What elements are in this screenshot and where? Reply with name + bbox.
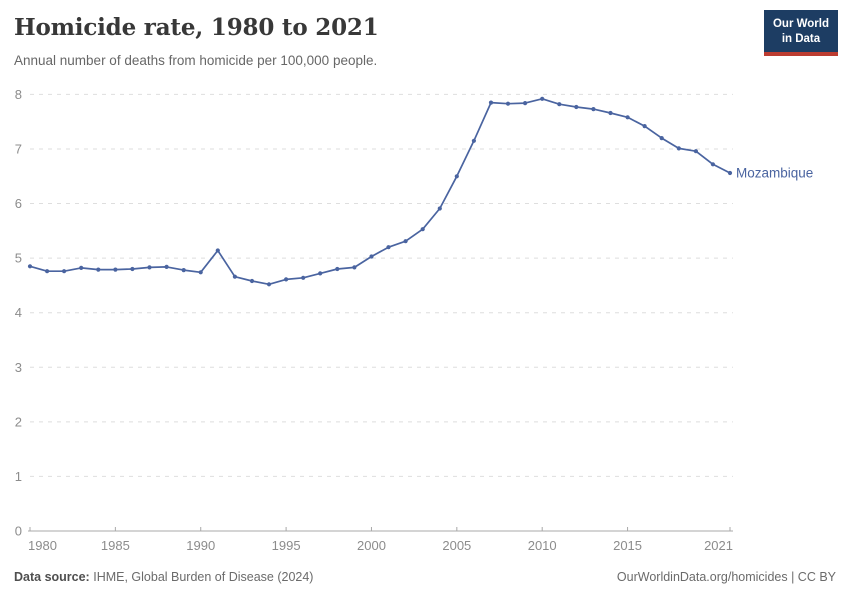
y-tick-label-1: 1 xyxy=(15,469,22,484)
y-tick-label-8: 8 xyxy=(15,87,22,102)
x-tick-label-2000: 2000 xyxy=(357,538,386,553)
x-tick-label-1985: 1985 xyxy=(101,538,130,553)
data-point-2017 xyxy=(659,136,664,141)
data-point-1996 xyxy=(301,275,306,280)
y-tick-label-0: 0 xyxy=(15,524,22,539)
y-tick-label-3: 3 xyxy=(15,360,22,375)
data-point-1995 xyxy=(284,277,289,282)
x-tick-label-1995: 1995 xyxy=(272,538,301,553)
data-point-2001 xyxy=(386,245,391,250)
data-point-1988 xyxy=(164,264,169,269)
data-source: Data source: IHME, Global Burden of Dise… xyxy=(14,570,313,584)
data-point-2011 xyxy=(557,102,562,107)
chart-subtitle: Annual number of deaths from homicide pe… xyxy=(14,53,378,68)
data-point-2021 xyxy=(727,170,733,176)
footer-link[interactable]: OurWorldinData.org/homicides | CC BY xyxy=(616,570,836,584)
data-point-2014 xyxy=(608,110,613,116)
owid-logo-line2: in Data xyxy=(781,32,821,45)
page-title: Homicide rate, 1980 to 2021 xyxy=(14,14,379,41)
data-point-2015 xyxy=(625,115,630,120)
y-tick-label-7: 7 xyxy=(15,141,22,156)
data-point-1982 xyxy=(62,269,67,274)
entity-label-mozambique[interactable]: Mozambique xyxy=(736,165,813,180)
y-tick-label-5: 5 xyxy=(15,251,22,266)
data-point-2002 xyxy=(403,239,408,244)
data-point-2005 xyxy=(454,174,459,179)
data-point-2013 xyxy=(591,107,596,112)
data-point-1999 xyxy=(352,265,357,270)
data-point-2000 xyxy=(369,254,374,259)
owid-logo-line1: Our World xyxy=(772,18,829,30)
x-tick-label-2015: 2015 xyxy=(613,538,642,553)
data-point-1985 xyxy=(113,267,118,272)
data-point-1994 xyxy=(266,282,272,287)
data-point-1992 xyxy=(232,274,237,279)
x-tick-label-1980: 1980 xyxy=(28,538,57,553)
data-point-2009 xyxy=(523,101,528,106)
data-point-2018 xyxy=(676,146,681,151)
data-point-1986 xyxy=(130,266,135,272)
data-point-2019 xyxy=(693,149,699,154)
y-tick-label-2: 2 xyxy=(15,414,22,429)
chart-footer: Data source: IHME, Global Burden of Dise… xyxy=(0,568,850,600)
data-point-2012 xyxy=(574,104,579,110)
x-tick-label-1990: 1990 xyxy=(186,538,215,553)
data-point-2003 xyxy=(420,227,425,232)
data-point-1990 xyxy=(198,270,203,275)
data-point-1980 xyxy=(27,264,33,269)
data-point-2006 xyxy=(471,138,476,143)
y-tick-label-6: 6 xyxy=(15,196,22,211)
data-point-2007 xyxy=(488,100,494,105)
data-point-1984 xyxy=(96,267,101,272)
data-source-label: Data source: xyxy=(14,570,90,584)
data-source-text: IHME, Global Burden of Disease (2024) xyxy=(93,570,314,584)
x-tick-label-2005: 2005 xyxy=(442,538,471,553)
data-point-2004 xyxy=(437,206,442,211)
data-point-1998 xyxy=(335,266,340,272)
data-point-1983 xyxy=(79,265,84,270)
data-point-2010 xyxy=(540,96,545,101)
series-line-mozambique xyxy=(29,97,731,286)
x-tick-label-2021: 2021 xyxy=(704,538,733,553)
data-point-2020 xyxy=(710,162,716,167)
data-point-2008 xyxy=(505,101,511,106)
data-point-1981 xyxy=(45,269,50,274)
y-tick-label-4: 4 xyxy=(15,305,22,320)
data-point-1997 xyxy=(318,271,323,276)
data-point-1993 xyxy=(249,278,255,284)
data-point-1989 xyxy=(181,268,186,273)
data-point-2016 xyxy=(642,124,647,129)
x-tick-label-2010: 2010 xyxy=(528,538,557,553)
data-point-1991 xyxy=(215,248,220,253)
data-point-1987 xyxy=(147,265,152,270)
owid-logo[interactable]: Our World in Data xyxy=(763,10,838,56)
